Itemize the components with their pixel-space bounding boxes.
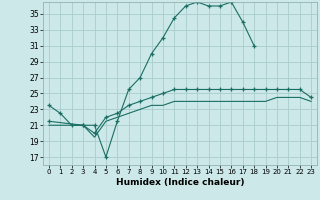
X-axis label: Humidex (Indice chaleur): Humidex (Indice chaleur) (116, 178, 244, 187)
